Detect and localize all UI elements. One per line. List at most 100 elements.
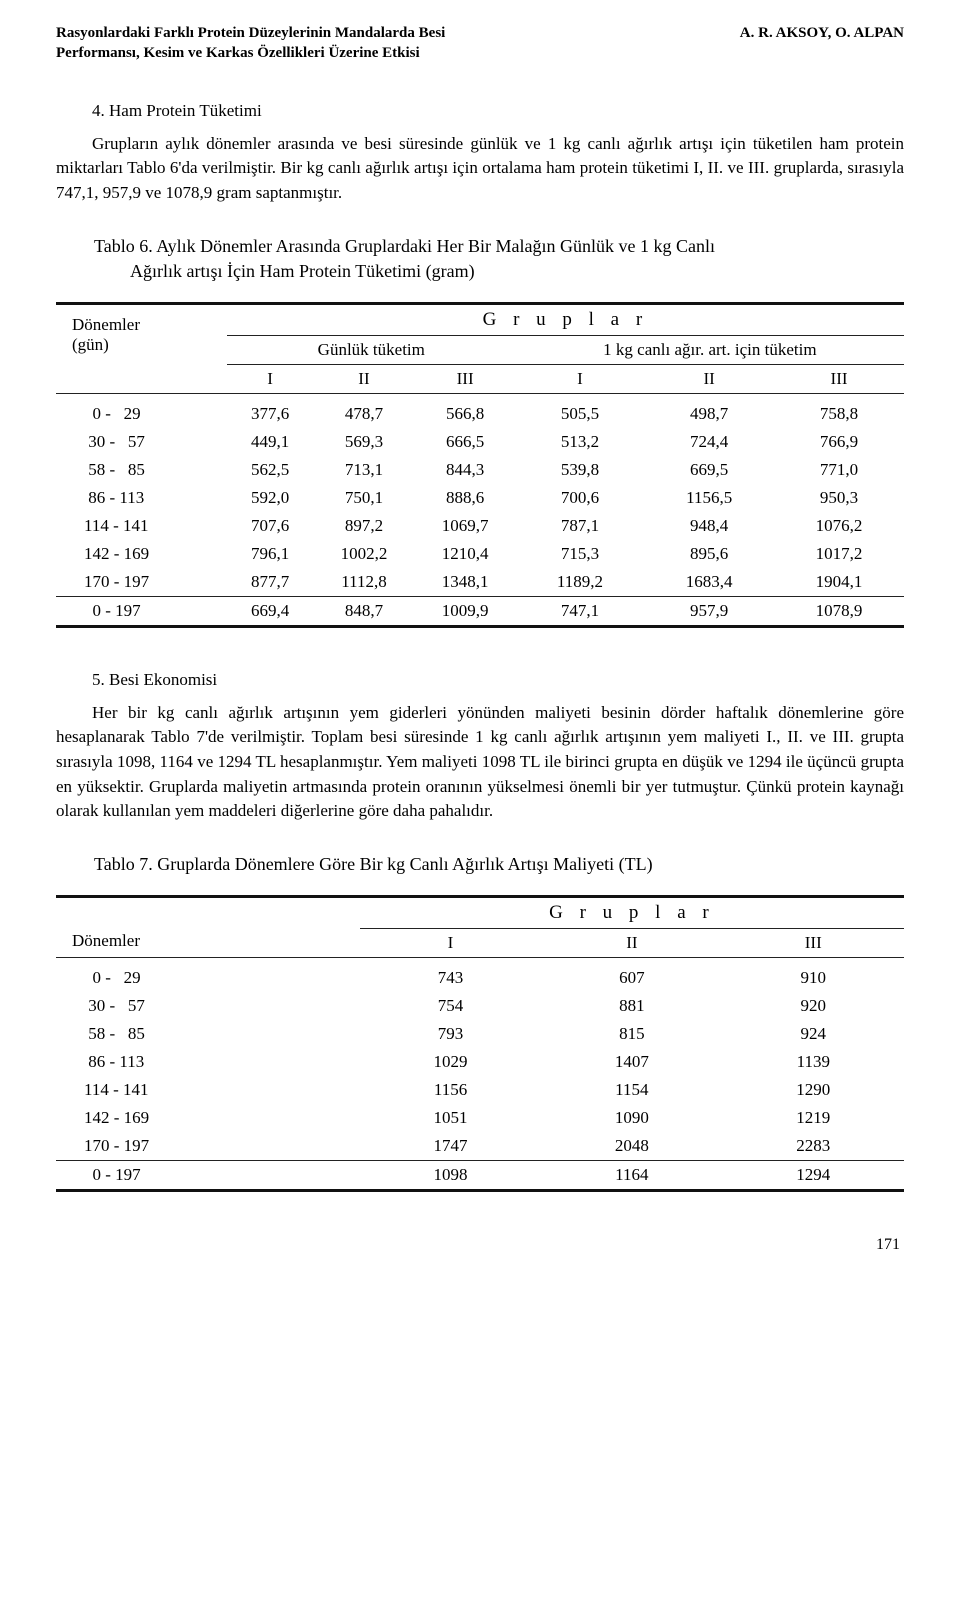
value-cell: 766,9 (774, 428, 904, 456)
value-cell: 539,8 (516, 456, 644, 484)
table6-hdr-kg: 1 kg canlı ağır. art. için tüketim (516, 335, 904, 364)
period-cell: 86 - 113 (56, 1048, 360, 1076)
period-cell: 0 - 197 (56, 1160, 360, 1190)
period-cell: 58 - 85 (56, 1020, 360, 1048)
table6-hdr-III-b: III (774, 364, 904, 393)
value-cell: 498,7 (644, 393, 774, 428)
value-cell: 669,4 (227, 596, 314, 626)
value-cell: 1051 (360, 1104, 541, 1132)
table6-hdr-II-a: II (313, 364, 414, 393)
value-cell: 377,6 (227, 393, 314, 428)
value-cell: 1156 (360, 1076, 541, 1104)
table7: Tablo 7. Gruplarda Dönemlere Göre Bir kg… (56, 852, 904, 1192)
value-cell: 1747 (360, 1132, 541, 1161)
value-cell: 1069,7 (415, 512, 516, 540)
table-row: 0 - 197109811641294 (56, 1160, 904, 1190)
period-cell: 170 - 197 (56, 568, 227, 597)
period-cell: 30 - 57 (56, 992, 360, 1020)
period-cell: 142 - 169 (56, 1104, 360, 1132)
table6: Tablo 6. Aylık Dönemler Arasında Gruplar… (56, 234, 904, 628)
table6-hdr-II-b: II (644, 364, 774, 393)
period-cell: 86 - 113 (56, 484, 227, 512)
value-cell: 569,3 (313, 428, 414, 456)
value-cell: 707,6 (227, 512, 314, 540)
value-cell: 743 (360, 957, 541, 992)
value-cell: 1078,9 (774, 596, 904, 626)
period-cell: 0 - 29 (56, 957, 360, 992)
table6-hdr-donemler: Dönemler (72, 315, 221, 335)
value-cell: 1156,5 (644, 484, 774, 512)
table6-caption-line1: Tablo 6. Aylık Dönemler Arasında Gruplar… (94, 236, 715, 256)
header-left-line1: Rasyonlardaki Farklı Protein Düzeylerini… (56, 24, 445, 44)
value-cell: 1210,4 (415, 540, 516, 568)
table7-hdr-gruplar: G r u p l a r (360, 896, 904, 928)
value-cell: 881 (541, 992, 722, 1020)
value-cell: 1407 (541, 1048, 722, 1076)
table-row: 0 - 29377,6478,7566,8505,5498,7758,8 (56, 393, 904, 428)
section4-heading: 4. Ham Protein Tüketimi (56, 99, 904, 124)
value-cell: 724,4 (644, 428, 774, 456)
value-cell: 449,1 (227, 428, 314, 456)
value-cell: 562,5 (227, 456, 314, 484)
value-cell: 895,6 (644, 540, 774, 568)
value-cell: 747,1 (516, 596, 644, 626)
period-cell: 114 - 141 (56, 1076, 360, 1104)
table-row: 170 - 197174720482283 (56, 1132, 904, 1161)
value-cell: 592,0 (227, 484, 314, 512)
value-cell: 950,3 (774, 484, 904, 512)
table-row: 142 - 169105110901219 (56, 1104, 904, 1132)
value-cell: 793 (360, 1020, 541, 1048)
header-left-line2: Performansı, Kesim ve Karkas Özellikleri… (56, 44, 445, 64)
value-cell: 513,2 (516, 428, 644, 456)
table6-caption-line2: Ağırlık artışı İçin Ham Protein Tüketimi… (68, 259, 892, 284)
value-cell: 897,2 (313, 512, 414, 540)
value-cell: 2048 (541, 1132, 722, 1161)
value-cell: 1029 (360, 1048, 541, 1076)
value-cell: 948,4 (644, 512, 774, 540)
table7-hdr-I: I (360, 928, 541, 957)
header-right: A. R. AKSOY, O. ALPAN (740, 24, 904, 63)
section5-heading: 5. Besi Ekonomisi (56, 668, 904, 693)
table7-hdr-II: II (541, 928, 722, 957)
table-row: 0 - 29743607910 (56, 957, 904, 992)
value-cell: 848,7 (313, 596, 414, 626)
header-left: Rasyonlardaki Farklı Protein Düzeylerini… (56, 24, 445, 63)
value-cell: 700,6 (516, 484, 644, 512)
table-row: 30 - 57754881920 (56, 992, 904, 1020)
value-cell: 844,3 (415, 456, 516, 484)
section5-body: Her bir kg canlı ağırlık artışının yem g… (56, 701, 904, 824)
table-row: 86 - 113102914071139 (56, 1048, 904, 1076)
table6-hdr-gruplar: G r u p l a r (227, 303, 904, 335)
value-cell: 758,8 (774, 393, 904, 428)
table7-hdr-donemler: Dönemler (56, 896, 360, 957)
page-number: 171 (56, 1236, 904, 1254)
value-cell: 1009,9 (415, 596, 516, 626)
table7-hdr-III: III (723, 928, 904, 957)
table7-table: Dönemler G r u p l a r I II III 0 - 2974… (56, 895, 904, 1192)
value-cell: 505,5 (516, 393, 644, 428)
value-cell: 715,3 (516, 540, 644, 568)
value-cell: 666,5 (415, 428, 516, 456)
value-cell: 1189,2 (516, 568, 644, 597)
value-cell: 1294 (723, 1160, 904, 1190)
section5-heading-text: 5. Besi Ekonomisi (56, 670, 217, 689)
value-cell: 1002,2 (313, 540, 414, 568)
value-cell: 1112,8 (313, 568, 414, 597)
value-cell: 910 (723, 957, 904, 992)
value-cell: 796,1 (227, 540, 314, 568)
table-row: 30 - 57449,1569,3666,5513,2724,4766,9 (56, 428, 904, 456)
period-cell: 30 - 57 (56, 428, 227, 456)
table-row: 58 - 85793815924 (56, 1020, 904, 1048)
value-cell: 877,7 (227, 568, 314, 597)
value-cell: 754 (360, 992, 541, 1020)
value-cell: 1164 (541, 1160, 722, 1190)
value-cell: 1219 (723, 1104, 904, 1132)
value-cell: 566,8 (415, 393, 516, 428)
value-cell: 1098 (360, 1160, 541, 1190)
table-row: 114 - 141707,6897,21069,7787,1948,41076,… (56, 512, 904, 540)
section4-heading-text: 4. Ham Protein Tüketimi (56, 101, 262, 120)
value-cell: 669,5 (644, 456, 774, 484)
table-row: 142 - 169796,11002,21210,4715,3895,61017… (56, 540, 904, 568)
period-cell: 0 - 197 (56, 596, 227, 626)
value-cell: 888,6 (415, 484, 516, 512)
